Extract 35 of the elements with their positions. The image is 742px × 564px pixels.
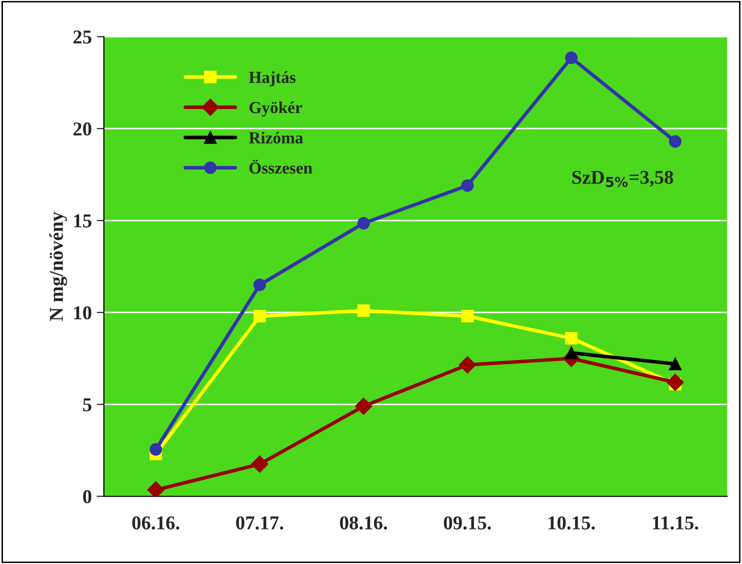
point [253, 310, 266, 322]
y-tick-label: 15 [74, 214, 92, 228]
x-tick-label: 08.16. [340, 516, 388, 530]
point [668, 358, 682, 370]
point [147, 481, 164, 496]
y-tick-label: 10 [74, 306, 92, 320]
legend-label: Hajtás [248, 71, 296, 86]
y-tick-label: 5 [83, 398, 92, 412]
y-tick-label: 0 [83, 490, 92, 504]
y-tick-label: 25 [73, 30, 92, 44]
point [150, 443, 162, 456]
x-tick-label: 11.15. [653, 516, 698, 530]
point [355, 398, 372, 415]
point [668, 135, 682, 148]
x-tick-label: 10.15. [548, 516, 595, 530]
x-tick-label: 09.15. [444, 516, 491, 530]
legend-label: Rizóma [248, 132, 304, 144]
point [565, 332, 578, 344]
point [461, 179, 474, 192]
y-axis-title: N mg/növény [49, 212, 68, 321]
point [565, 346, 578, 360]
y-tick-label: 20 [73, 122, 92, 136]
point [461, 310, 474, 322]
point [357, 217, 370, 230]
point [251, 456, 268, 473]
x-tick-label: 07.17. [236, 516, 284, 530]
point [458, 356, 476, 374]
annotation: SzD$_{5%}$=3,58 [572, 170, 674, 188]
point [253, 278, 266, 292]
legend-label: Gyökér [249, 101, 302, 117]
point [357, 304, 370, 317]
point [565, 52, 578, 64]
x-tick-label: 06.16. [132, 516, 180, 530]
legend-label: Összesen [249, 160, 312, 174]
point [666, 374, 684, 391]
